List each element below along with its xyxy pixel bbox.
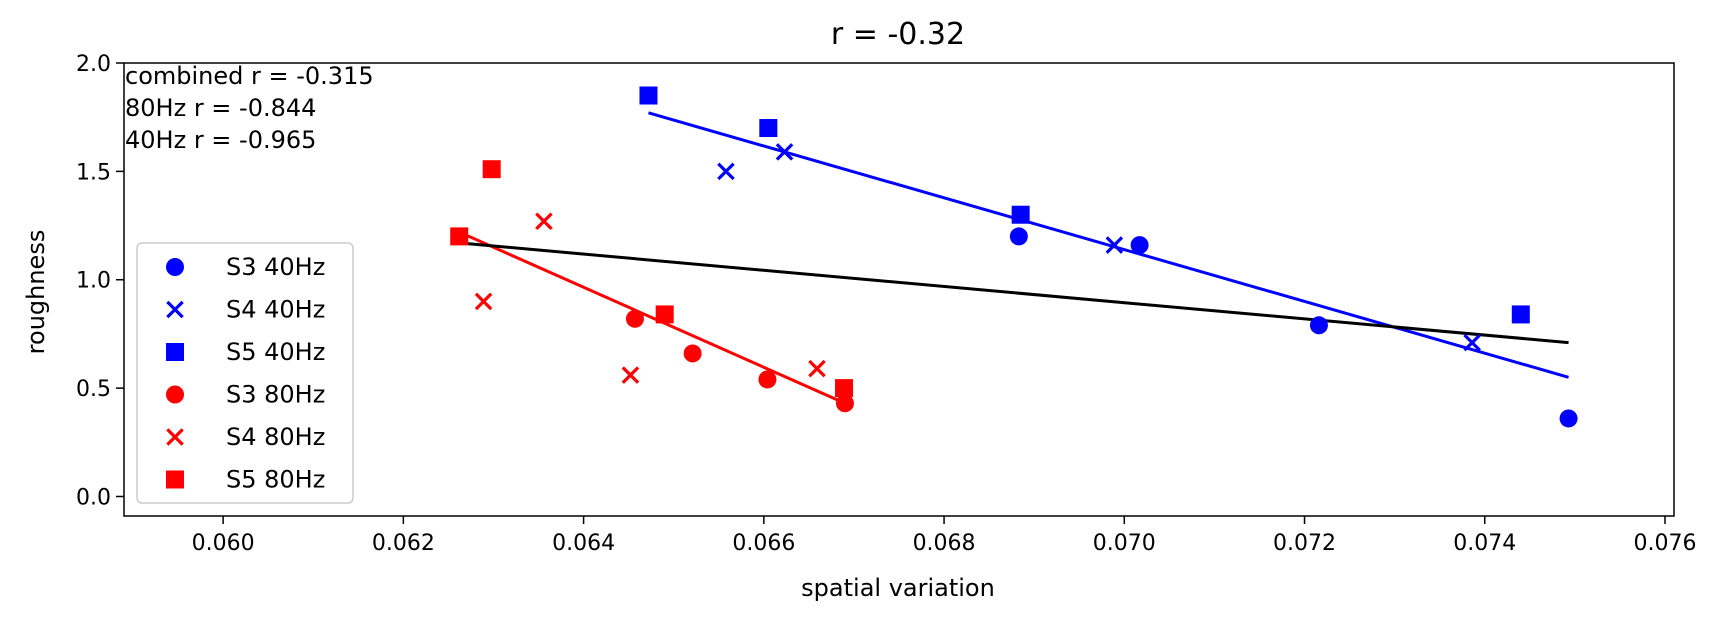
- legend-label: S5 80Hz: [226, 466, 325, 494]
- legend-marker: [166, 258, 184, 276]
- x-tick-label: 0.074: [1453, 531, 1516, 556]
- series-s3-40hz: [1009, 227, 1578, 428]
- y-tick-label: 0.5: [76, 377, 111, 402]
- legend-label: S4 40Hz: [226, 296, 325, 324]
- data-point: [535, 212, 553, 231]
- legend-item: S4 80Hz: [166, 423, 325, 451]
- data-point: [775, 143, 794, 161]
- x-tick-label: 0.076: [1633, 531, 1696, 556]
- x-tick-label: 0.060: [192, 531, 255, 556]
- x-axis: 0.060 0.062 0.064 0.066 0.068 0.070 0.072 0.074…: [192, 516, 1696, 556]
- data-point: [474, 292, 493, 311]
- data-point: [1309, 316, 1328, 335]
- data-point: [1011, 205, 1030, 224]
- data-point: [621, 366, 640, 384]
- data-point: [639, 86, 658, 105]
- data-point: [1559, 409, 1578, 428]
- legend-item: S3 80Hz: [166, 381, 325, 409]
- legend: S3 40Hz S4 40Hz S5 40Hz S3 80Hz S4 80Hz S5 80…: [136, 242, 354, 504]
- legend-marker: [166, 343, 184, 361]
- legend-marker: [166, 428, 184, 446]
- series-s3-80hz: [625, 309, 854, 413]
- x-axis-label: spatial variation: [801, 574, 995, 602]
- fit-combined-line: [459, 241, 1569, 345]
- legend-item: S3 40Hz: [166, 253, 325, 281]
- x-tick-label: 0.070: [1093, 531, 1156, 556]
- data-point: [1105, 236, 1124, 254]
- legend-box: [136, 242, 354, 504]
- data-point: [808, 359, 826, 378]
- fit-40hz-line: [648, 111, 1569, 379]
- data-point: [482, 160, 501, 179]
- y-tick-label: 1.5: [76, 160, 111, 185]
- y-axis: 0.0 0.5 1.0 1.5 2.0: [76, 52, 124, 510]
- y-tick-label: 2.0: [76, 52, 111, 77]
- data-point: [625, 309, 644, 328]
- data-point: [835, 394, 854, 413]
- x-tick-label: 0.064: [552, 531, 615, 556]
- data-point: [1130, 236, 1149, 255]
- legend-label: S4 80Hz: [226, 423, 325, 451]
- legend-item: S5 80Hz: [166, 466, 325, 494]
- legend-item: S5 40Hz: [166, 338, 325, 366]
- x-tick-label: 0.068: [913, 531, 976, 556]
- data-point: [759, 119, 778, 138]
- x-tick-label: 0.066: [732, 531, 795, 556]
- x-tick-label: 0.062: [372, 531, 435, 556]
- series-s5-80hz: [450, 160, 854, 398]
- correlation-annotations: combined r = -0.315 80Hz r = -0.844 40Hz r…: [125, 62, 374, 154]
- y-tick-label: 1.0: [76, 269, 111, 294]
- legend-label: S3 80Hz: [226, 381, 325, 409]
- data-point: [450, 227, 469, 246]
- data-point: [683, 344, 702, 363]
- annotation-text: 40Hz r = -0.965: [125, 126, 316, 154]
- data-point: [655, 305, 674, 324]
- data-point: [835, 379, 854, 398]
- chart-title: r = -0.32: [831, 17, 965, 52]
- annotation-text: 80Hz r = -0.844: [125, 94, 316, 122]
- series-s4-40hz: [717, 143, 1481, 352]
- fit-80hz-line: [458, 230, 846, 405]
- legend-marker: [166, 385, 184, 404]
- y-axis-label: roughness: [22, 230, 50, 355]
- x-tick-label: 0.072: [1273, 531, 1336, 556]
- data-point: [717, 162, 735, 181]
- legend-item: S4 40Hz: [166, 296, 325, 324]
- data-point: [1463, 333, 1481, 352]
- data-point: [1511, 305, 1530, 324]
- data-point: [758, 370, 777, 389]
- plot-area: 0.060 0.062 0.064 0.066 0.068 0.070 0.072 0.074…: [76, 52, 1696, 556]
- plot-frame: [123, 62, 1675, 517]
- legend-label: S3 40Hz: [226, 253, 325, 281]
- series-s5-40hz: [639, 86, 1530, 324]
- legend-marker: [166, 470, 184, 489]
- series-s4-80hz: [474, 212, 826, 384]
- fit-lines: [458, 111, 1569, 405]
- legend-label: S5 40Hz: [226, 338, 325, 366]
- annotation-text: combined r = -0.315: [125, 62, 374, 90]
- y-tick-label: 0.0: [76, 485, 111, 510]
- legend-marker: [166, 300, 184, 319]
- data-point: [1009, 227, 1028, 246]
